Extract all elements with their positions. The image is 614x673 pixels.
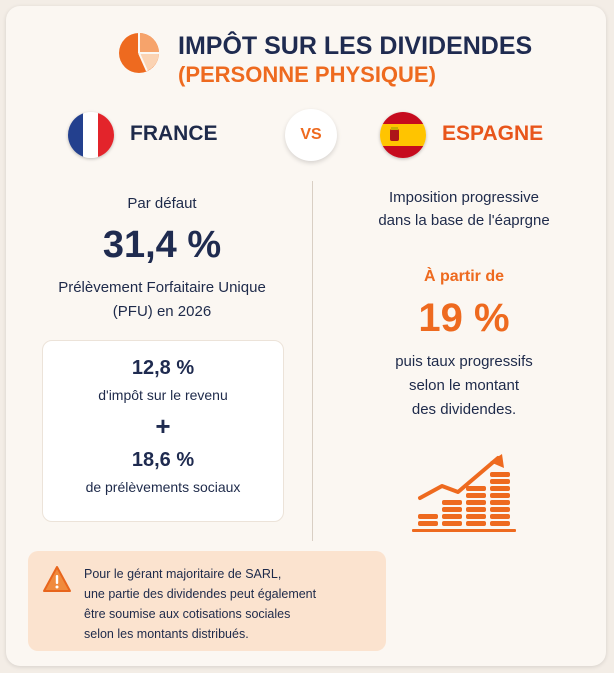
column-divider (312, 181, 313, 541)
spain-after-line1: puis taux progressifs (395, 353, 533, 370)
note-line-2: une partie des dividendes peut également (84, 587, 317, 601)
income-tax-rate: 12,8 % (131, 357, 195, 379)
plus-sign: + (155, 411, 171, 441)
france-breakdown-box: 12,8 % d'impôt sur le revenu + 18,6 % de… (42, 340, 284, 522)
versus-badge: VS (285, 109, 337, 161)
page-subtitle: (PERSONNE PHYSIQUE) (178, 62, 436, 87)
page-title: IMPÔT SUR LES DIVIDENDES (178, 32, 533, 60)
social-label: de prélèvements sociaux (85, 479, 241, 495)
france-pfu-line2: (PFU) en 2026 (112, 303, 212, 320)
spain-desc-line2: dans la base de l'éaprgne (378, 212, 550, 229)
spain-desc-line1: Imposition progressive (388, 189, 540, 206)
spain-rate: 19 % (418, 296, 510, 340)
france-flag-icon (68, 112, 114, 158)
social-rate: 18,6 % (131, 449, 195, 471)
note-line-4: selon les montants distribués. (84, 627, 249, 641)
spain-after-line2: selon le montant (408, 377, 520, 394)
note-line-1: Pour le gérant majoritaire de SARL, (84, 567, 282, 581)
income-tax-label: d'impôt sur le revenu (98, 387, 228, 403)
header: IMPÔT SUR LES DIVIDENDES (PERSONNE PHYSI… (116, 28, 536, 88)
note-line-3: être soumise aux cotisations sociales (84, 607, 291, 621)
spain-heading: ESPAGNE (442, 122, 544, 145)
france-pfu-line1: Prélèvement Forfaitaire Unique (58, 279, 266, 296)
infographic-card: IMPÔT SUR LES DIVIDENDES (PERSONNE PHYSI… (6, 6, 606, 666)
france-default-label: Par défaut (127, 195, 197, 212)
spain-from-label: À partir de (423, 268, 504, 285)
france-total-rate: 31,4 % (102, 224, 222, 266)
pie-chart-icon (119, 33, 159, 73)
france-heading: FRANCE (130, 122, 218, 145)
warning-note: Pour le gérant majoritaire de SARL, une … (28, 551, 386, 651)
spain-flag-icon (380, 112, 426, 158)
spain-after-line3: des dividendes. (411, 401, 517, 418)
warning-icon (43, 566, 71, 592)
growth-coins-icon (412, 454, 516, 532)
